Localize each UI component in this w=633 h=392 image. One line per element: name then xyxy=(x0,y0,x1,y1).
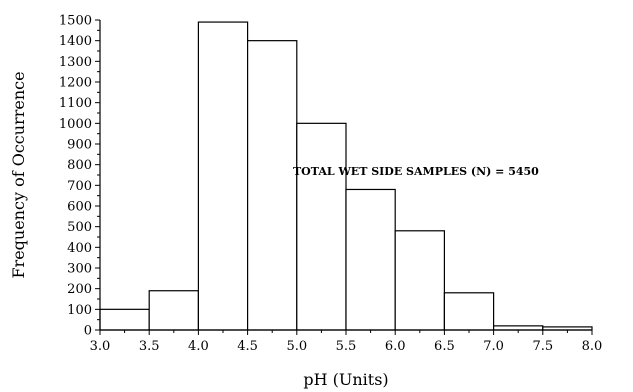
y-tick-label: 700 xyxy=(67,179,92,194)
y-tick-label: 400 xyxy=(67,241,92,256)
histogram-bar xyxy=(345,188,396,331)
x-tick-label: 8.0 xyxy=(582,339,603,354)
x-tick-label: 4.5 xyxy=(237,339,258,354)
x-tick-label: 4.0 xyxy=(188,339,209,354)
x-tick-label: 3.5 xyxy=(139,339,160,354)
bars-group xyxy=(99,21,593,331)
histogram-bar xyxy=(148,290,199,331)
x-tick-label: 3.0 xyxy=(90,339,111,354)
y-tick-label: 0 xyxy=(84,324,92,339)
x-axis-title: pH (Units) xyxy=(303,370,388,389)
histogram-bar xyxy=(296,122,347,331)
histogram-bar xyxy=(443,292,495,331)
y-tick-label: 600 xyxy=(67,200,92,215)
histogram-bar xyxy=(99,308,150,331)
total-samples-annotation: TOTAL WET SIDE SAMPLES (N) = 5450 xyxy=(293,165,539,178)
histogram-bar xyxy=(247,40,298,331)
histogram-bar xyxy=(394,230,446,331)
x-tick-label: 6.0 xyxy=(385,339,406,354)
x-ticks-group: 3.0 3.5 4.0 4.5 5.0 5.5 6.0 6.5 7.0 7.5 8.0 xyxy=(90,330,603,354)
y-tick-label: 1300 xyxy=(59,55,92,70)
x-tick-label: 7.5 xyxy=(532,339,553,354)
x-tick-label: 5.5 xyxy=(336,339,357,354)
y-tick-label: 100 xyxy=(67,303,92,318)
y-tick-label: 1500 xyxy=(59,14,92,29)
histogram-bar xyxy=(493,325,544,331)
y-tick-label: 900 xyxy=(67,138,92,153)
y-tick-label: 300 xyxy=(67,262,92,277)
y-tick-label: 800 xyxy=(67,158,92,173)
y-tick-label: 200 xyxy=(67,282,92,297)
y-tick-label: 1400 xyxy=(59,34,92,49)
y-ticks-group: 0 100 200 300 400 500 600 700 800 900 1000 1100 1200… xyxy=(59,14,100,339)
x-tick-label: 5.0 xyxy=(286,339,307,354)
x-tick-label: 7.0 xyxy=(483,339,504,354)
y-tick-label: 1100 xyxy=(59,96,92,111)
histogram-bar xyxy=(197,21,249,331)
x-tick-label: 6.5 xyxy=(434,339,455,354)
y-tick-label: 500 xyxy=(67,220,92,235)
y-tick-label: 1200 xyxy=(59,76,92,91)
y-axis-title: Frequency of Occurrence xyxy=(9,71,28,278)
y-tick-label: 1000 xyxy=(59,117,92,132)
